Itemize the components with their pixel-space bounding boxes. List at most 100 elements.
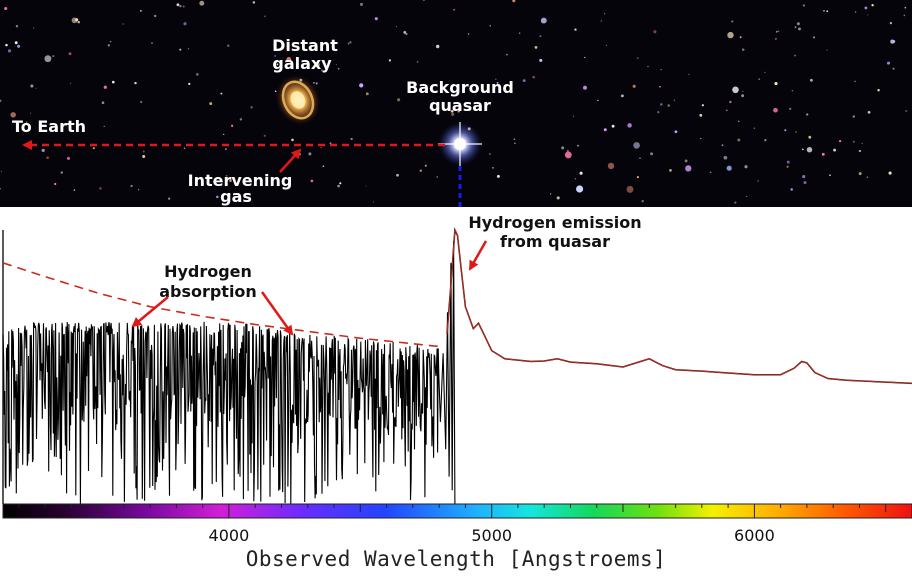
star xyxy=(347,42,350,45)
label-intervening-gas-line1: Intervening xyxy=(188,171,293,190)
star xyxy=(888,171,892,175)
star xyxy=(739,36,742,39)
star xyxy=(229,179,232,182)
star xyxy=(864,6,868,10)
star xyxy=(44,55,52,63)
star xyxy=(777,30,780,33)
star xyxy=(17,44,21,48)
star xyxy=(397,98,401,102)
star xyxy=(187,48,190,50)
star xyxy=(632,84,636,88)
star xyxy=(450,109,454,113)
star xyxy=(852,115,855,118)
star xyxy=(0,188,1,190)
star xyxy=(802,175,806,179)
star xyxy=(673,99,676,102)
star xyxy=(709,171,712,174)
star xyxy=(611,124,615,128)
star xyxy=(54,182,57,186)
star xyxy=(77,20,80,24)
star xyxy=(225,174,228,177)
star xyxy=(790,188,793,191)
star xyxy=(786,165,789,168)
star xyxy=(584,56,586,59)
star xyxy=(701,104,704,107)
star xyxy=(15,25,19,28)
star xyxy=(134,81,137,85)
sky-background xyxy=(0,0,912,207)
star xyxy=(436,176,438,178)
star xyxy=(826,10,829,13)
star xyxy=(457,110,460,113)
star xyxy=(140,100,143,104)
star xyxy=(892,40,896,43)
x-axis-label: Observed Wavelength [Angstroems] xyxy=(246,547,667,571)
star xyxy=(60,171,63,174)
star xyxy=(4,6,8,11)
star xyxy=(142,150,145,153)
star xyxy=(866,176,869,179)
star xyxy=(75,18,79,22)
annotation-hydrogen-emission-line1: Hydrogen emission xyxy=(468,213,641,232)
label-background-quasar-line1: Background xyxy=(406,78,514,97)
star xyxy=(826,49,828,51)
star xyxy=(70,82,72,84)
star xyxy=(803,181,807,185)
star xyxy=(741,48,745,51)
star xyxy=(395,26,398,28)
star xyxy=(806,146,813,153)
star xyxy=(0,99,2,103)
star xyxy=(264,15,266,18)
star xyxy=(576,185,584,193)
star xyxy=(30,112,32,114)
star xyxy=(252,1,256,4)
star xyxy=(579,171,583,175)
star xyxy=(877,88,880,92)
star xyxy=(365,92,369,96)
spectrum-lines xyxy=(2,227,912,505)
star xyxy=(867,110,871,114)
star xyxy=(633,142,640,149)
star xyxy=(227,44,230,47)
star xyxy=(199,0,205,6)
star xyxy=(727,31,734,39)
star xyxy=(188,82,191,86)
star xyxy=(892,67,895,70)
star xyxy=(101,101,105,105)
star xyxy=(669,169,672,172)
star xyxy=(726,165,732,171)
star xyxy=(7,49,12,53)
star xyxy=(107,44,111,47)
star xyxy=(607,162,615,170)
star xyxy=(794,26,797,28)
star xyxy=(467,33,470,35)
star xyxy=(854,11,857,13)
star xyxy=(731,20,734,23)
star xyxy=(372,201,375,203)
star xyxy=(539,58,543,62)
star xyxy=(496,81,499,84)
star xyxy=(276,63,279,66)
star xyxy=(374,17,378,21)
star xyxy=(153,14,157,18)
star xyxy=(168,197,171,200)
star xyxy=(572,115,574,117)
star xyxy=(833,148,837,152)
star xyxy=(496,174,500,178)
label-distant-galaxy-line1: Distant xyxy=(272,36,338,55)
star xyxy=(223,133,225,136)
star xyxy=(68,52,72,56)
star xyxy=(396,173,399,177)
star xyxy=(349,41,352,44)
label-background-quasar-line2: quasar xyxy=(429,96,491,115)
star xyxy=(905,109,908,113)
star xyxy=(179,4,182,8)
star xyxy=(806,113,809,116)
star xyxy=(513,138,516,141)
star xyxy=(789,107,792,111)
star xyxy=(627,123,632,128)
star xyxy=(453,8,456,11)
star xyxy=(310,179,314,183)
continuum-dashed-line xyxy=(2,262,440,348)
star xyxy=(636,57,639,59)
